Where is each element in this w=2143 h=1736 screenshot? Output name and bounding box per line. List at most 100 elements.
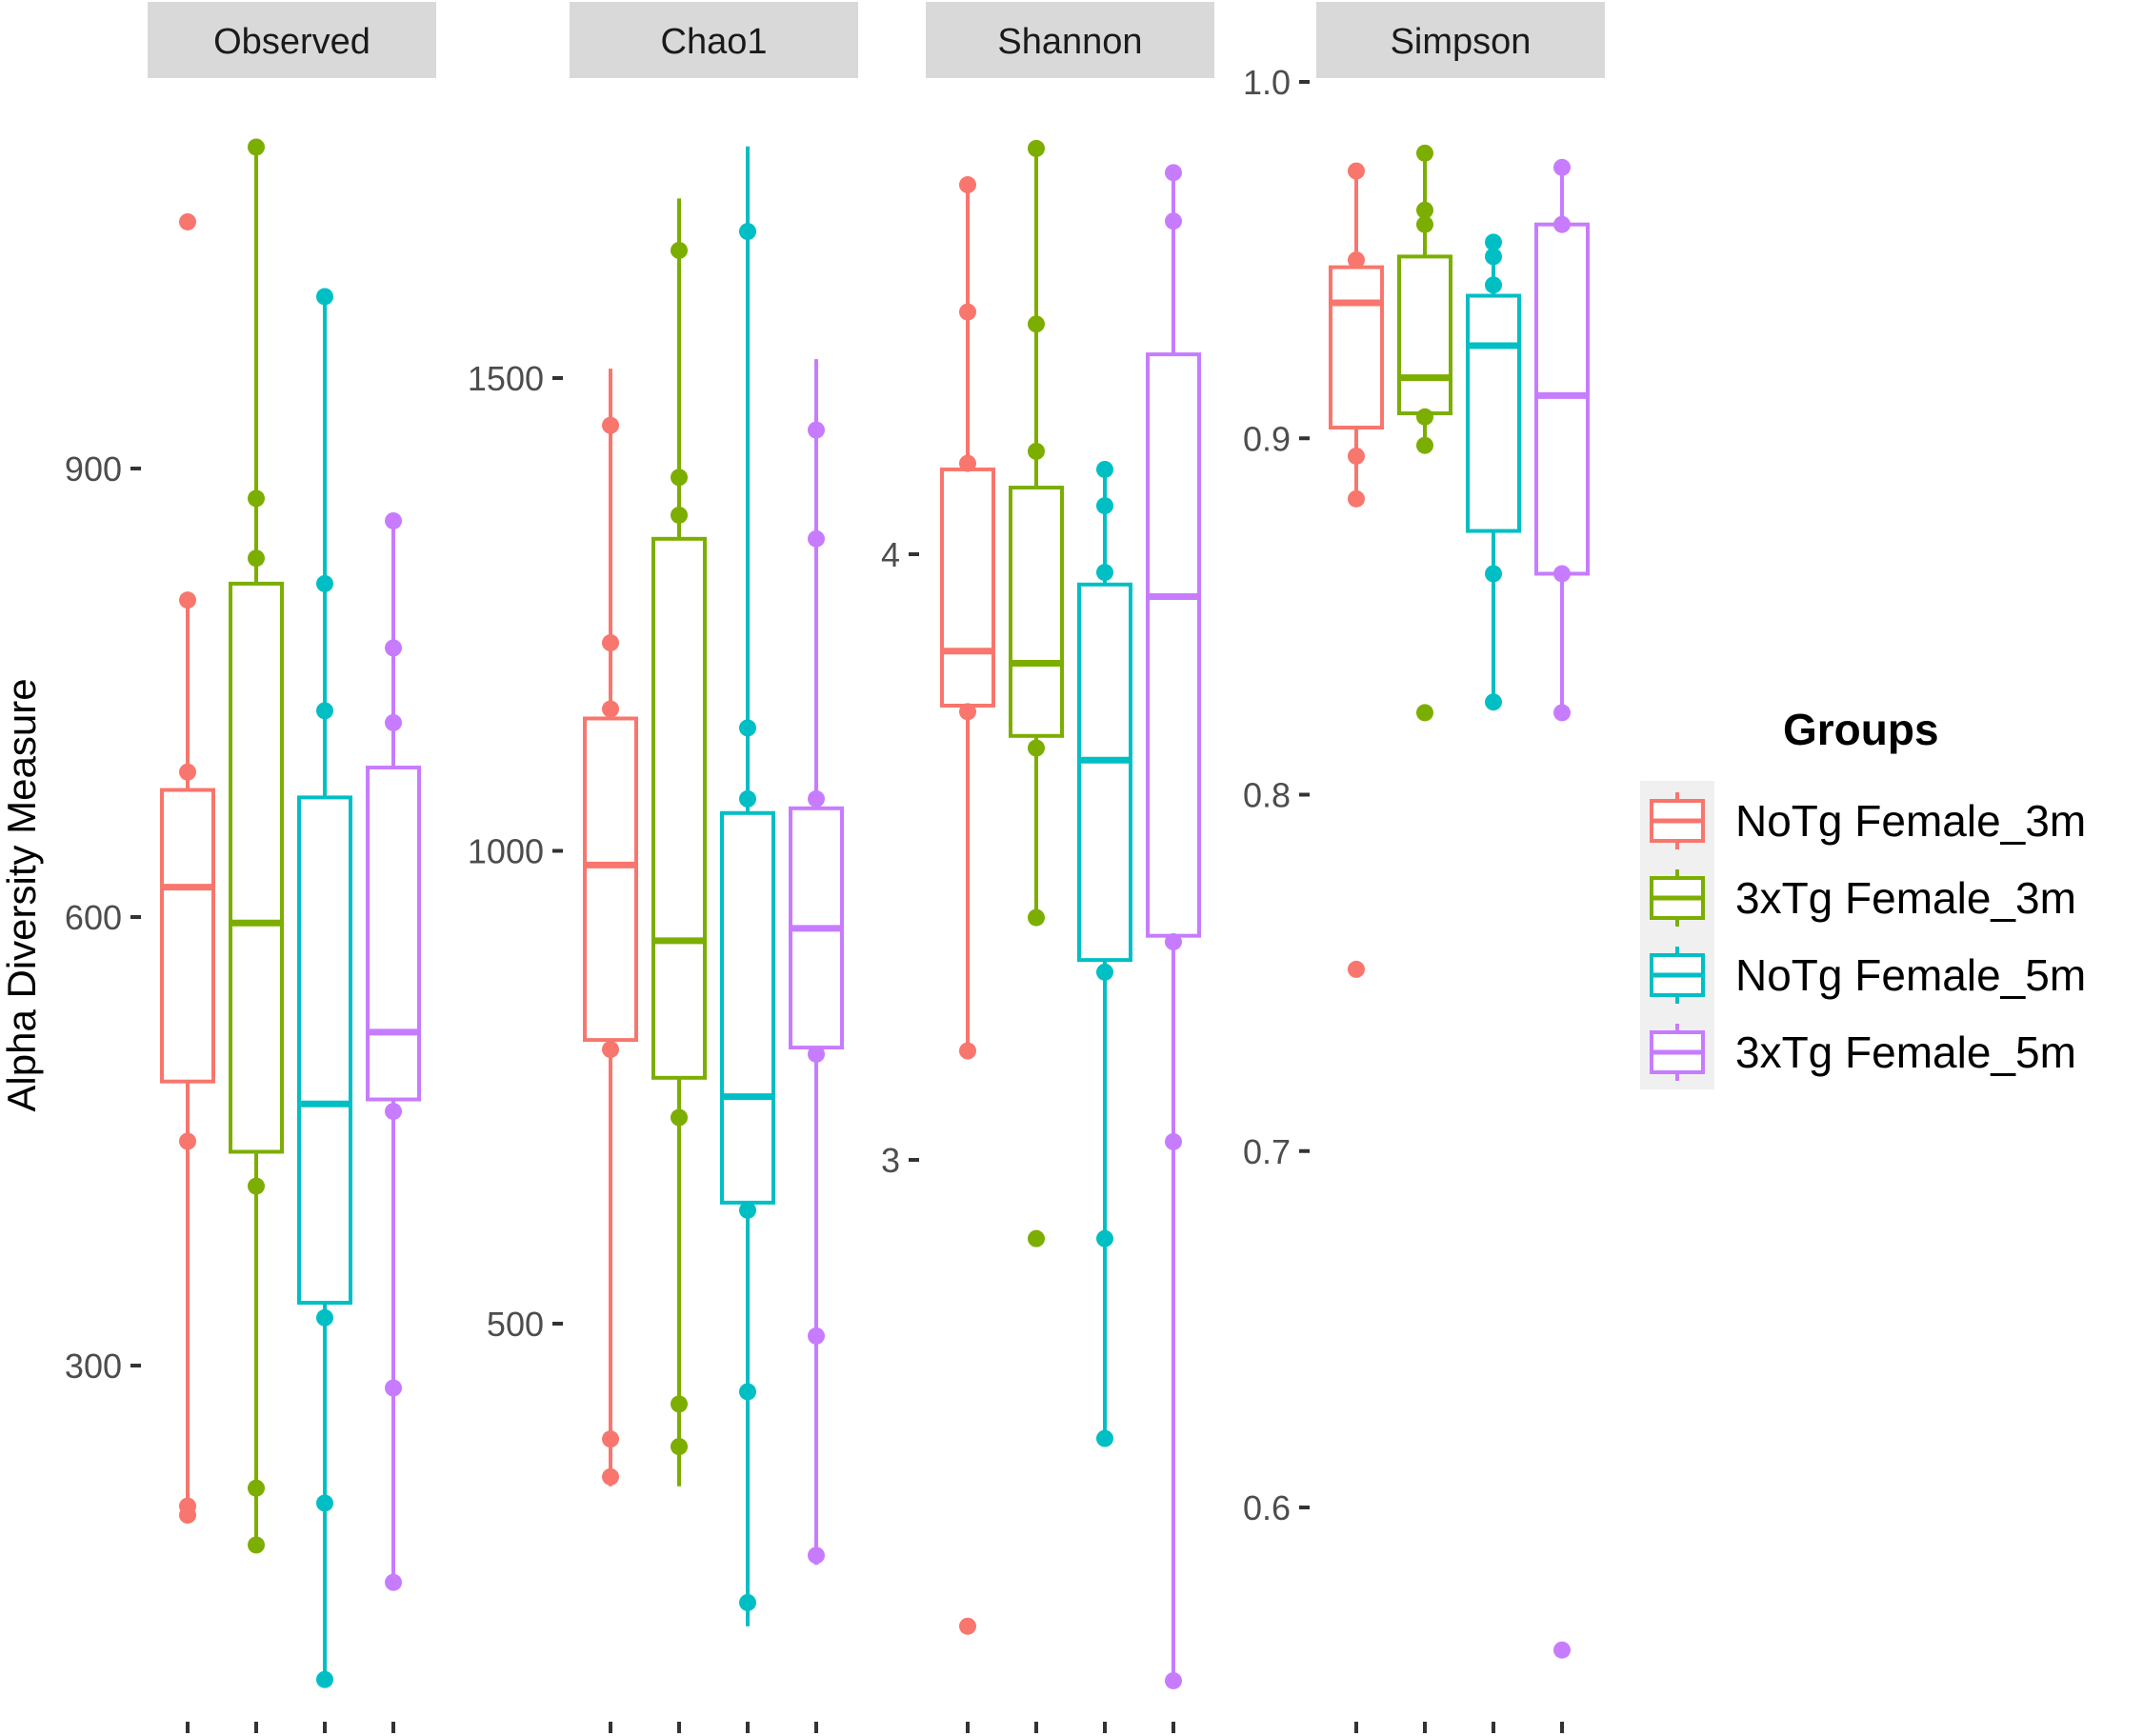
- legend-entry-4: 3xTg Female_5m: [1650, 1024, 2076, 1081]
- data-point: [1553, 158, 1571, 176]
- box-chao1-3: [720, 146, 775, 1626]
- data-point: [1028, 315, 1045, 333]
- y-tick-label: 500: [487, 1305, 544, 1344]
- data-point: [808, 529, 825, 548]
- data-point: [1485, 565, 1502, 583]
- data-point: [739, 1593, 756, 1611]
- data-point: [671, 1108, 688, 1127]
- legend-entries: NoTg Female_3m 3xTg Female_3m NoTg Female_…: [1650, 792, 2086, 1081]
- data-point: [671, 506, 688, 524]
- strip-observed: [148, 2, 436, 78]
- data-point: [602, 700, 619, 718]
- box-shannon-4: [1146, 164, 1201, 1689]
- box-iqr: [720, 810, 775, 1205]
- data-point: [1553, 565, 1571, 583]
- data-point: [1165, 164, 1182, 182]
- box-simpson-3: [1466, 233, 1521, 711]
- data-point: [808, 1327, 825, 1345]
- panel-simpson: Simpson 0.6 0.7 0.8 0.9 1.0: [1243, 2, 1605, 1733]
- data-point: [1348, 489, 1365, 508]
- data-point: [385, 713, 402, 731]
- data-point: [1553, 215, 1571, 233]
- box-iqr: [366, 766, 421, 1102]
- data-point: [671, 1438, 688, 1456]
- data-point: [385, 1379, 402, 1397]
- data-point: [1028, 739, 1045, 757]
- strip-label-shannon: Shannon: [997, 22, 1142, 62]
- data-point: [179, 763, 196, 781]
- data-point: [1165, 212, 1182, 230]
- data-point: [316, 702, 333, 720]
- legend-label: 3xTg Female_3m: [1735, 873, 2076, 923]
- y-axis-label: Alpha Diversity Measure: [0, 678, 44, 1111]
- box-simpson-4: [1534, 158, 1590, 1659]
- data-point: [602, 1467, 619, 1486]
- data-point: [739, 223, 756, 241]
- data-point: [1416, 408, 1433, 426]
- y-tick-label: 1000: [468, 832, 544, 871]
- data-point: [959, 303, 976, 321]
- strip-label-chao1: Chao1: [661, 22, 768, 62]
- data-point: [1485, 693, 1502, 711]
- data-point: [1348, 251, 1365, 269]
- data-point: [316, 1308, 333, 1327]
- data-point: [1416, 436, 1433, 454]
- data-point: [316, 1670, 333, 1688]
- y-tick-label: 1.0: [1243, 63, 1291, 102]
- data-point: [1096, 497, 1113, 515]
- data-point: [248, 1479, 265, 1497]
- box-iqr: [229, 581, 284, 1154]
- y-tick-label: 900: [65, 449, 122, 489]
- data-point: [602, 1430, 619, 1448]
- data-point: [1028, 442, 1045, 460]
- data-point: [385, 511, 402, 529]
- data-point: [1416, 201, 1433, 219]
- box-observed-3: [297, 288, 352, 1688]
- strip-label-simpson: Simpson: [1391, 22, 1532, 62]
- box-iqr: [1329, 265, 1384, 430]
- box-iqr: [583, 716, 638, 1043]
- data-point: [1096, 963, 1113, 981]
- box-shannon-1: [940, 176, 995, 1635]
- box-chao1-4: [789, 359, 844, 1566]
- data-point: [1553, 704, 1571, 722]
- legend-entry-1: NoTg Female_3m: [1650, 792, 2086, 849]
- data-point: [248, 1177, 265, 1195]
- data-point: [1028, 908, 1045, 927]
- box-iqr: [160, 788, 215, 1084]
- data-point: [248, 138, 265, 156]
- data-point: [179, 212, 196, 230]
- data-point: [179, 591, 196, 609]
- data-point: [602, 1041, 619, 1059]
- data-point: [248, 489, 265, 508]
- box-simpson-1: [1329, 162, 1384, 978]
- box-iqr: [1466, 293, 1521, 533]
- data-point: [959, 1617, 976, 1635]
- panel-chao1: Chao1 500 1000 1500: [468, 2, 858, 1733]
- legend-entry-2: 3xTg Female_3m: [1650, 869, 2076, 927]
- box-observed-4: [366, 511, 421, 1591]
- data-point: [316, 288, 333, 306]
- data-point: [671, 1395, 688, 1413]
- legend-entry-3: NoTg Female_5m: [1650, 947, 2086, 1004]
- data-point: [1165, 1671, 1182, 1689]
- box-iqr: [1146, 352, 1201, 938]
- data-point: [1416, 215, 1433, 233]
- box-shannon-3: [1077, 460, 1132, 1447]
- strip-label-observed: Observed: [213, 22, 371, 62]
- box-simpson-2: [1397, 144, 1452, 722]
- data-point: [671, 469, 688, 487]
- data-point: [808, 1045, 825, 1063]
- data-point: [1553, 1641, 1571, 1659]
- box-shannon-2: [1009, 139, 1064, 1247]
- data-point: [959, 703, 976, 721]
- box-observed-1: [160, 212, 215, 1524]
- box-iqr: [1077, 582, 1132, 963]
- data-point: [739, 1383, 756, 1401]
- data-point: [739, 1201, 756, 1219]
- strip-shannon: [926, 2, 1214, 78]
- data-point: [959, 1042, 976, 1060]
- y-tick-label: 4: [881, 535, 900, 574]
